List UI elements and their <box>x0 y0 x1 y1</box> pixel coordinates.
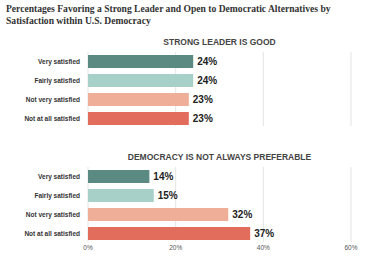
tick-label: 60% <box>344 244 357 251</box>
bars <box>88 170 250 240</box>
category-label: Not very satisfied <box>26 211 80 219</box>
tick-label: 0% <box>83 244 93 251</box>
tick-label: 40% <box>257 244 270 251</box>
data-label: 15% <box>158 190 178 201</box>
bars <box>88 55 193 125</box>
data-label: 24% <box>197 56 217 67</box>
category-label: Very satisfied <box>38 173 80 181</box>
grid-line <box>351 167 352 242</box>
category-label: Very satisfied <box>38 58 80 66</box>
bar <box>88 227 250 240</box>
grid-line <box>351 52 352 126</box>
bar <box>88 170 149 183</box>
tick-label: 20% <box>169 244 182 251</box>
bar <box>88 189 154 202</box>
category-label: Not at all satisfied <box>24 230 80 237</box>
data-label: 24% <box>197 75 217 86</box>
chart-title: Percentages Favoring a Strong Leader and… <box>6 3 346 27</box>
data-label: 23% <box>193 94 213 105</box>
bar <box>88 112 189 125</box>
category-label: Not very satisfied <box>26 96 80 104</box>
panel-title: STRONG LEADER IS GOOD <box>163 37 275 47</box>
bar <box>88 55 193 68</box>
panel-title: DEMOCRACY IS NOT ALWAYS PREFERABLE <box>128 152 312 162</box>
category-label: Not at all satisfied <box>24 115 80 122</box>
bar <box>88 93 189 106</box>
bar <box>88 208 228 221</box>
data-label: 23% <box>193 113 213 124</box>
category-label: Fairly satisfied <box>34 77 80 85</box>
grid-line <box>263 52 264 126</box>
chart-canvas: STRONG LEADER IS GOOD Very satisfied 24% Fa… <box>0 0 380 257</box>
data-label: 32% <box>232 209 252 220</box>
data-label: 37% <box>254 228 274 239</box>
category-label: Fairly satisfied <box>34 192 80 200</box>
data-label: 14% <box>153 171 173 182</box>
bar <box>88 74 193 87</box>
